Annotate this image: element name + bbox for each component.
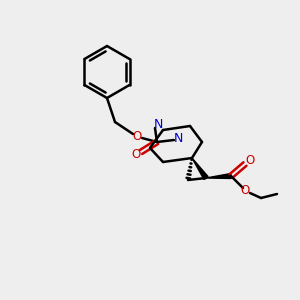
- Text: O: O: [245, 154, 255, 166]
- Text: N: N: [173, 133, 183, 146]
- Text: O: O: [131, 148, 141, 161]
- Text: O: O: [132, 130, 142, 142]
- Polygon shape: [192, 158, 208, 179]
- Text: O: O: [240, 184, 250, 196]
- Text: N: N: [153, 118, 163, 131]
- Polygon shape: [206, 173, 231, 178]
